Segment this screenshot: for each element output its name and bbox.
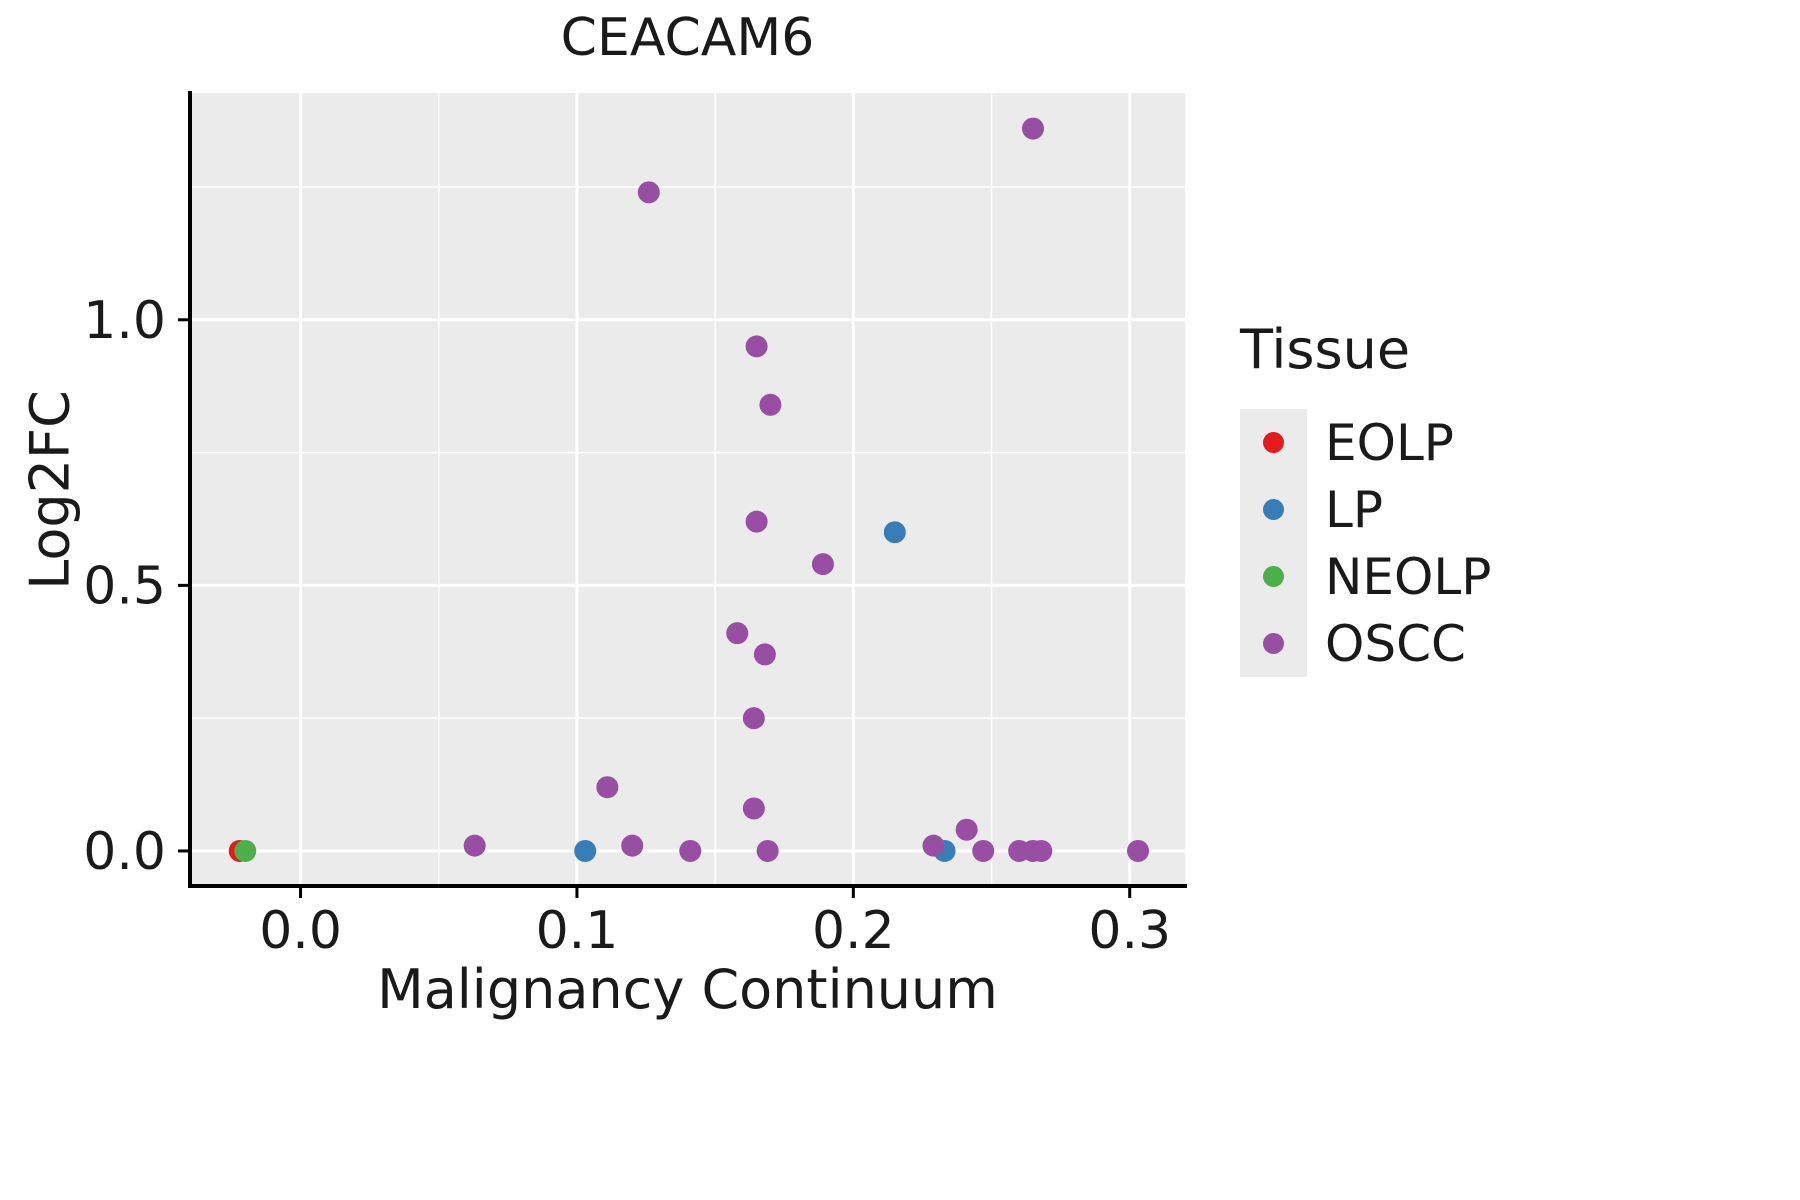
legend-title: Tissue: [1240, 318, 1411, 381]
legend-label: LP: [1325, 480, 1384, 539]
point-oscc: [745, 335, 768, 358]
point-oscc: [756, 839, 779, 862]
legend-label: OSCC: [1325, 614, 1466, 673]
plot-panel: [190, 93, 1185, 886]
point-oscc: [759, 393, 782, 416]
x-tick-label: 0.2: [812, 901, 895, 961]
legend-dot-oscc: [1263, 633, 1284, 654]
legend-key: [1240, 476, 1307, 543]
point-oscc: [1030, 839, 1053, 862]
legend-item-lp: LP: [1240, 476, 1491, 543]
y-tick-label: 0.5: [83, 556, 166, 616]
point-lp: [883, 521, 906, 544]
point-oscc: [972, 839, 995, 862]
point-oscc: [742, 797, 765, 820]
point-oscc: [753, 643, 776, 666]
point-oscc: [596, 776, 619, 799]
point-oscc: [637, 181, 660, 204]
x-tick-label: 0.0: [259, 901, 342, 961]
chart-title: CEACAM6: [560, 8, 815, 68]
legend-item-eolp: EOLP: [1240, 409, 1491, 476]
point-oscc: [922, 834, 945, 857]
point-oscc: [463, 834, 486, 857]
point-oscc: [726, 622, 749, 645]
y-tick-label: 1.0: [83, 291, 166, 351]
legend-label: NEOLP: [1325, 547, 1492, 606]
x-axis-label: Malignancy Continuum: [377, 958, 998, 1021]
point-oscc: [955, 818, 978, 841]
point-oscc: [745, 510, 768, 533]
point-neolp: [234, 839, 257, 862]
legend-dot-lp: [1263, 499, 1284, 520]
point-oscc: [679, 839, 702, 862]
x-tick-label: 0.3: [1088, 901, 1171, 961]
point-lp: [574, 839, 597, 862]
point-oscc: [811, 553, 834, 576]
point-oscc: [1127, 839, 1150, 862]
y-tick-label: 0.0: [83, 822, 166, 882]
legend-items: EOLP LP NEOLP OSCC: [1240, 409, 1491, 677]
point-oscc: [742, 707, 765, 730]
legend-key: [1240, 409, 1307, 476]
legend: Tissue EOLP LP NEOLP OSCC: [1240, 318, 1491, 677]
legend-dot-neolp: [1263, 566, 1284, 587]
legend-item-neolp: NEOLP: [1240, 543, 1491, 610]
legend-item-oscc: OSCC: [1240, 610, 1491, 677]
legend-key: [1240, 610, 1307, 677]
legend-dot-eolp: [1263, 432, 1284, 453]
legend-label: EOLP: [1325, 413, 1454, 472]
point-oscc: [621, 834, 644, 857]
legend-key: [1240, 543, 1307, 610]
x-tick-label: 0.1: [536, 901, 619, 961]
point-oscc: [1021, 117, 1044, 140]
